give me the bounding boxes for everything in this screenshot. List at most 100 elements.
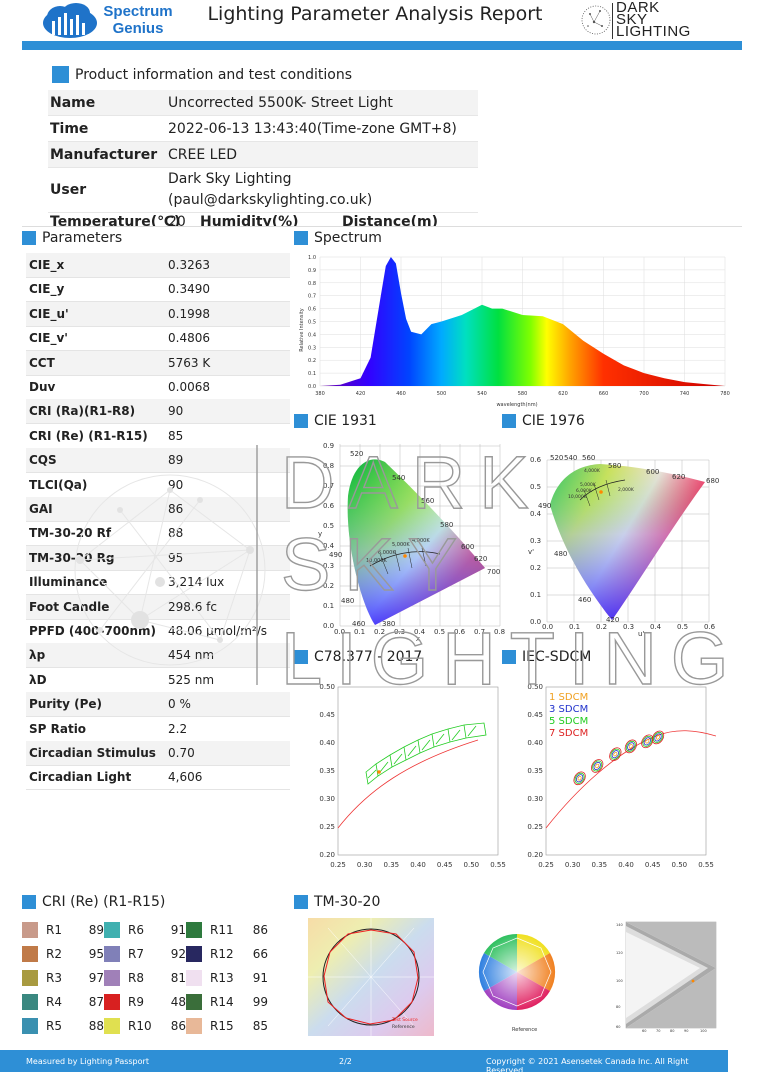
cie1976-section-title: CIE 1976	[502, 413, 585, 429]
spectrum-ytick: 0.1	[308, 371, 316, 377]
temperature-label: Temperature(℃)	[50, 214, 181, 227]
spectrum-xtick: 500	[437, 391, 447, 397]
c78-section-title: C78.377 - 2017	[294, 649, 422, 665]
svg-text:0.4: 0.4	[650, 623, 662, 631]
footer-page-number: 2/2	[339, 1057, 352, 1066]
iec-legend-entry: 3 SDCM	[549, 704, 588, 715]
cie1976-point	[599, 490, 603, 494]
parameter-key: Duv	[29, 380, 56, 394]
tm30-section-title: TM-30-20	[294, 894, 380, 910]
parameter-key: CIE_x	[29, 258, 65, 272]
spectrum-ytick: 0.0	[308, 384, 316, 390]
parameter-key: CRI (Ra)(R1-R8)	[29, 404, 136, 419]
cri-label: R14	[210, 995, 234, 1009]
spectrum-xtick: 700	[639, 391, 649, 397]
c78-ytick: 0.45	[319, 711, 335, 719]
parameter-value: 3,214 lux	[168, 575, 225, 590]
spectrum-chart: 0.0 0.1 0.2 0.3 0.4 0.5 0.6 0.7 0.8 0.9 1.0 380 420 4…	[299, 255, 730, 408]
svg-text:520: 520	[350, 450, 363, 458]
parameter-row: CIE_v' 0.4806	[26, 326, 290, 352]
brand-line-1: DARK	[616, 0, 660, 16]
spectrum-xtick: 460	[396, 391, 406, 397]
svg-text:90: 90	[684, 1029, 688, 1033]
cri-color-swatch	[104, 970, 120, 986]
sdcm-ellipse	[628, 744, 633, 749]
parameter-key: Circadian Light	[29, 770, 132, 785]
parameter-key: CRI (Re) (R1-R15)	[29, 428, 148, 443]
network-watermark-icon	[74, 474, 266, 666]
cri-label: R3	[46, 971, 62, 985]
sdcm-ellipse	[591, 759, 604, 773]
spectrum-ytick: 0.6	[308, 307, 316, 313]
iec-legend-entry: 5 SDCM	[549, 716, 588, 727]
brand-line-3: LIGHTING	[616, 23, 691, 40]
svg-text:120: 120	[616, 951, 623, 955]
svg-text:0.8: 0.8	[323, 462, 334, 470]
tm30-wheel-reference: Reference	[512, 1027, 537, 1033]
parameter-key: Foot Candle	[29, 599, 110, 614]
cri-value: 97	[88, 971, 104, 985]
svg-text:0.2: 0.2	[374, 628, 385, 636]
svg-text:0.2: 0.2	[530, 564, 541, 572]
cloud-logo-icon	[43, 3, 97, 38]
c78-point	[377, 770, 381, 774]
info-row-user: User Dark Sky Lighting (paul@darkskyligh…	[48, 168, 478, 213]
iec-xtick: 0.50	[672, 861, 688, 869]
svg-text:0.5: 0.5	[530, 483, 541, 491]
sdcm-ellipse	[627, 742, 635, 751]
svg-text:0.1: 0.1	[569, 623, 580, 631]
svg-text:60: 60	[642, 1029, 646, 1033]
svg-text:0.7: 0.7	[474, 628, 485, 636]
iec-ytick: 0.20	[527, 851, 543, 859]
parameter-value: 0.1998	[168, 306, 210, 321]
sdcm-ellipse	[577, 776, 582, 781]
spectrum-xtick: 580	[518, 391, 528, 397]
svg-text:0.1: 0.1	[323, 602, 334, 610]
svg-text:0.3: 0.3	[323, 562, 334, 570]
user-email: (paul@darkskylighting.co.uk)	[168, 192, 373, 208]
spectrum-xtick: 420	[356, 391, 366, 397]
cie1931-point	[403, 554, 407, 558]
cri-label: R13	[210, 971, 234, 985]
info-value: Dark Sky Lighting (paul@darkskylighting.…	[168, 169, 478, 211]
cri-value: 66	[252, 947, 268, 961]
svg-text:0.6: 0.6	[323, 502, 335, 510]
svg-text:0.4: 0.4	[414, 628, 426, 636]
cri-label: R15	[210, 1019, 234, 1033]
svg-text:520: 520	[550, 454, 563, 462]
sdcm-ellipse	[610, 748, 621, 760]
info-key: Manufacturer	[50, 146, 158, 163]
svg-text:540: 540	[564, 454, 577, 462]
iec-legend-entry: 7 SDCM	[549, 728, 588, 739]
parameter-key: Illuminance	[29, 575, 108, 590]
svg-text:700: 700	[487, 568, 500, 576]
parameter-key: TM-30-20 Rf	[29, 526, 112, 541]
spectrum-xlabel: wavelength(nm)	[496, 402, 537, 408]
svg-text:0.3: 0.3	[623, 623, 634, 631]
spectrum-section-title: Spectrum	[294, 230, 382, 246]
parameter-value: 0.0068	[168, 380, 210, 394]
footer-copyright: Copyright © 2021 Asensetek Canada Inc. A…	[486, 1057, 689, 1075]
sdcm-ellipse	[624, 739, 637, 754]
svg-text:0.7: 0.7	[323, 482, 334, 490]
cie1976-ylabel: v'	[528, 548, 534, 556]
parameter-key: CIE_v'	[29, 331, 68, 346]
cie1931-ylabel: y	[318, 530, 322, 538]
cri-value: 91	[252, 971, 268, 985]
svg-text:100: 100	[616, 979, 623, 983]
parameter-row: SP Ratio 2.2	[26, 717, 290, 742]
cri-value: 86	[252, 923, 268, 937]
spectrum-area	[320, 257, 725, 386]
cie1931-section-title: CIE 1931	[294, 413, 377, 429]
c78-xtick: 0.50	[464, 861, 480, 869]
info-value: 2022-06-13 13:43:40(Time-zone GMT+8)	[168, 120, 457, 137]
info-row-manufacturer: Manufacturer CREE LED	[48, 142, 478, 168]
svg-text:560: 560	[421, 497, 434, 505]
logo-line-1: Spectrum	[103, 3, 173, 20]
svg-text:620: 620	[474, 555, 487, 563]
cri-item-r1: R1 89	[22, 922, 104, 938]
section-marker-icon	[22, 895, 36, 909]
iec-ytick: 0.40	[527, 739, 543, 747]
spectrum-xtick: 780	[720, 391, 730, 397]
info-key: Name	[50, 94, 96, 111]
